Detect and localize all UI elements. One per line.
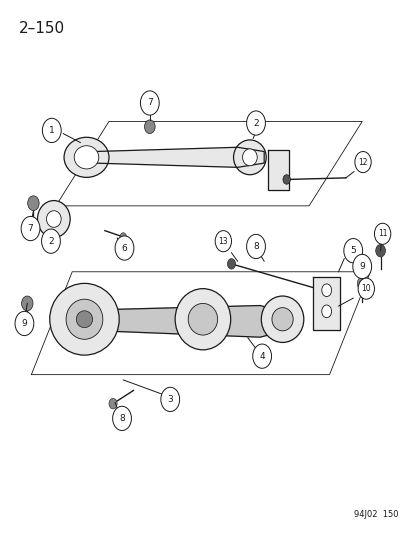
Ellipse shape <box>175 289 230 350</box>
Text: 2–150: 2–150 <box>19 21 65 36</box>
Text: 2: 2 <box>253 118 258 127</box>
Text: 94J02  150: 94J02 150 <box>354 510 398 519</box>
Text: 12: 12 <box>357 158 367 167</box>
Circle shape <box>42 118 61 142</box>
Text: 7: 7 <box>147 99 152 108</box>
Circle shape <box>352 254 371 279</box>
Circle shape <box>21 216 40 241</box>
Circle shape <box>161 387 179 411</box>
Text: 6: 6 <box>121 244 127 253</box>
Polygon shape <box>268 150 288 190</box>
Circle shape <box>354 151 370 173</box>
Ellipse shape <box>46 211 61 228</box>
Text: 8: 8 <box>252 242 258 251</box>
Circle shape <box>321 305 331 318</box>
Ellipse shape <box>233 140 266 175</box>
Text: 5: 5 <box>349 246 355 255</box>
Circle shape <box>144 120 155 134</box>
Circle shape <box>246 235 265 259</box>
Text: 4: 4 <box>259 352 264 361</box>
Circle shape <box>120 233 126 241</box>
Circle shape <box>246 111 265 135</box>
Circle shape <box>215 231 231 252</box>
Circle shape <box>357 278 373 299</box>
Ellipse shape <box>76 311 93 328</box>
Polygon shape <box>100 305 288 337</box>
Circle shape <box>356 277 366 290</box>
Text: 9: 9 <box>358 262 364 271</box>
Ellipse shape <box>261 296 303 342</box>
Ellipse shape <box>66 299 102 340</box>
Text: 2: 2 <box>48 237 54 246</box>
Text: 1: 1 <box>49 126 55 135</box>
Text: 3: 3 <box>167 395 173 404</box>
Circle shape <box>227 259 235 269</box>
Ellipse shape <box>188 303 217 335</box>
Circle shape <box>321 284 331 296</box>
Circle shape <box>28 196 39 211</box>
Circle shape <box>140 91 159 115</box>
Circle shape <box>252 344 271 368</box>
Ellipse shape <box>242 149 256 166</box>
Polygon shape <box>95 147 263 167</box>
Text: 10: 10 <box>361 284 370 293</box>
Text: 13: 13 <box>218 237 228 246</box>
Ellipse shape <box>50 284 119 355</box>
Circle shape <box>343 239 362 263</box>
Ellipse shape <box>74 146 99 169</box>
Circle shape <box>15 311 34 336</box>
Ellipse shape <box>64 138 109 177</box>
Ellipse shape <box>271 308 292 331</box>
Text: 8: 8 <box>119 414 125 423</box>
Ellipse shape <box>38 200 70 238</box>
Text: 11: 11 <box>377 229 387 238</box>
Text: 7: 7 <box>28 224 33 233</box>
Circle shape <box>112 406 131 431</box>
Circle shape <box>375 244 385 257</box>
Circle shape <box>115 236 133 260</box>
Circle shape <box>109 398 117 409</box>
Text: 9: 9 <box>21 319 27 328</box>
Polygon shape <box>313 277 339 330</box>
Circle shape <box>21 296 33 311</box>
Circle shape <box>282 175 290 184</box>
Circle shape <box>41 229 60 253</box>
Circle shape <box>373 223 390 244</box>
